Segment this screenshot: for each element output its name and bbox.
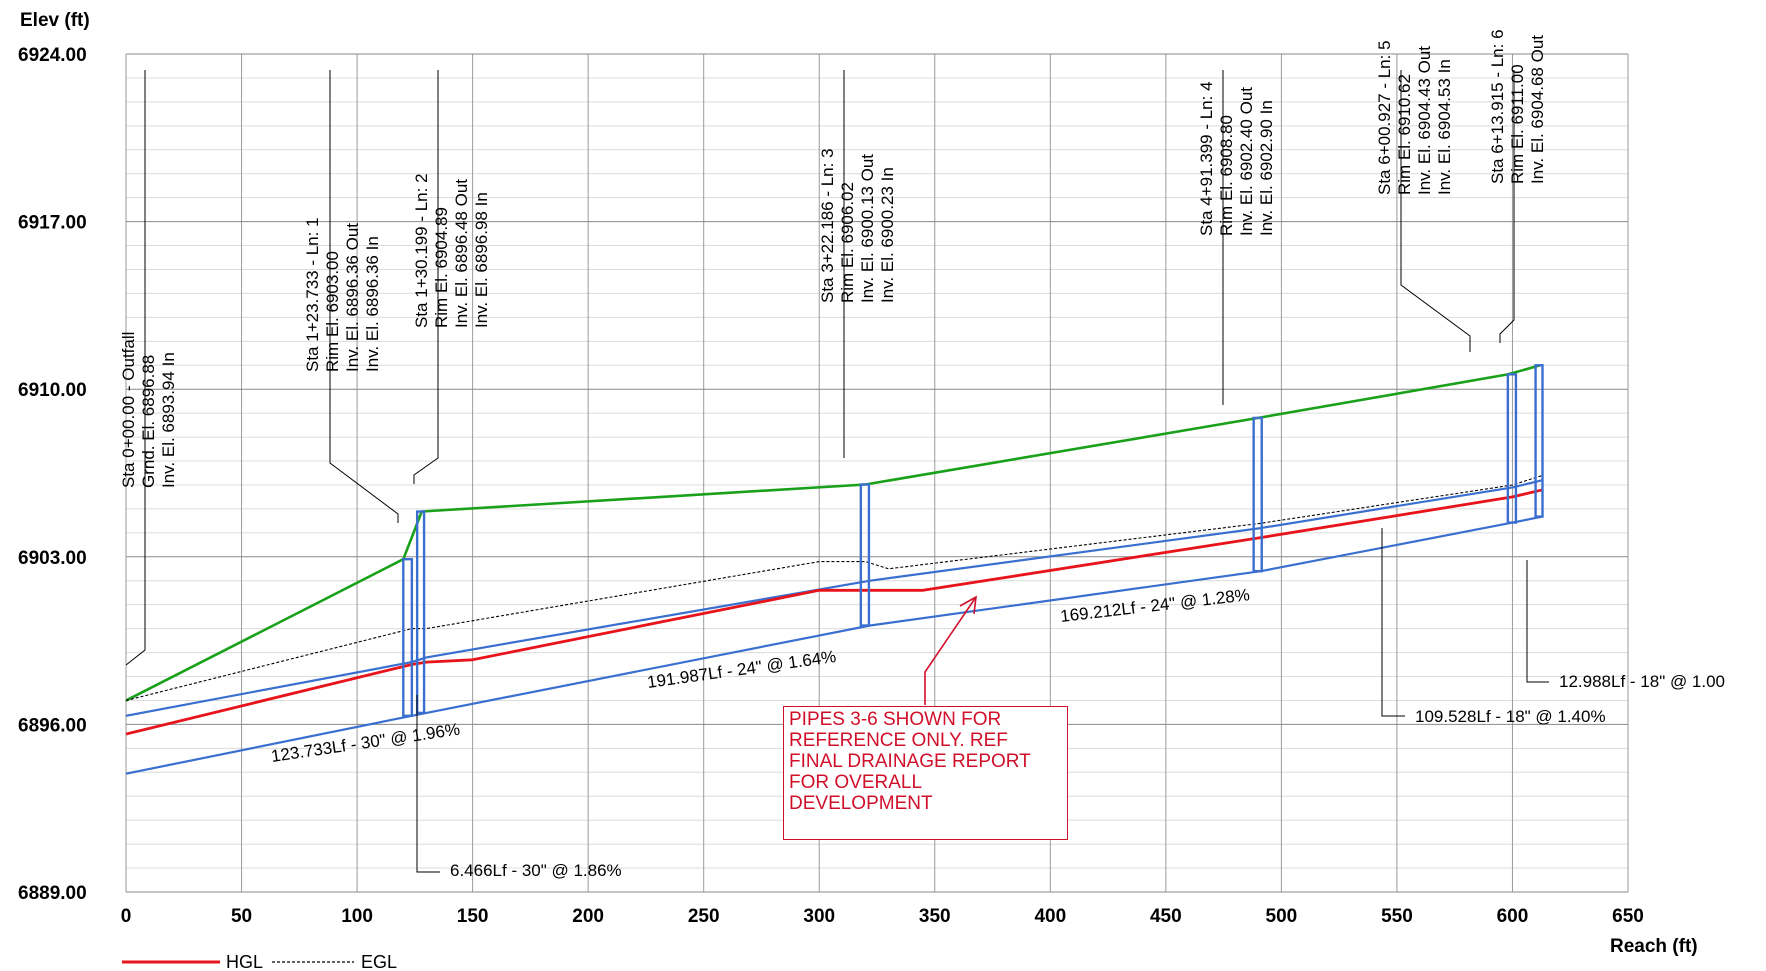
note-line-3: FINAL DRAINAGE REPORT bbox=[789, 751, 1031, 772]
station-label-line: Inv. El. 6896.36 Out bbox=[343, 223, 362, 372]
pipe-leader bbox=[1526, 560, 1549, 683]
station-label-line: Inv. El. 6902.90 In bbox=[1257, 100, 1276, 236]
y-tick-label: 6910.00 bbox=[18, 380, 87, 401]
station-label-line: Rim El. 6910.62 bbox=[1395, 74, 1414, 195]
manhole-structure bbox=[1506, 373, 1518, 524]
x-tick-label: 400 bbox=[1034, 906, 1066, 927]
y-tick-label: 6896.00 bbox=[18, 715, 87, 736]
manhole-structure bbox=[1534, 364, 1544, 518]
pipe-label: 109.528Lf - 18" @ 1.40% bbox=[1415, 707, 1606, 726]
legend: HGL EGL bbox=[122, 952, 397, 971]
manhole-structure bbox=[415, 510, 426, 715]
x-tick-label: 100 bbox=[341, 906, 373, 927]
station-leader bbox=[1400, 70, 1471, 352]
pipe-label: 123.733Lf - 30" @ 1.96% bbox=[270, 720, 461, 766]
station-label-line: Inv. El. 6900.23 In bbox=[878, 167, 897, 303]
station-leader bbox=[125, 70, 146, 666]
station-label-line: Rim El. 6911.00 bbox=[1508, 64, 1527, 184]
station-label: Sta 6+13.915 - Ln: 6Rim El. 6911.00Inv. … bbox=[1488, 29, 1547, 184]
legend-egl-label: EGL bbox=[361, 952, 397, 971]
station-label-line: Sta 4+91.399 - Ln: 4 bbox=[1197, 81, 1216, 236]
pipe-crown-line bbox=[125, 479, 1543, 717]
pipe-label: 6.466Lf - 30" @ 1.86% bbox=[450, 861, 622, 880]
station-label-line: Inv. El. 6893.94 In bbox=[159, 352, 178, 488]
station-labels: Sta 0+00.00 - OutfallGrnd. El. 6896.88In… bbox=[119, 29, 1547, 666]
note-line-1: PIPES 3-6 SHOWN FOR bbox=[789, 709, 1002, 730]
plot-lines bbox=[125, 364, 1544, 775]
station-label-line: Rim El. 6908.80 bbox=[1217, 115, 1236, 236]
station-leader bbox=[413, 70, 439, 484]
station-label-line: Sta 6+13.915 - Ln: 6 bbox=[1488, 29, 1507, 184]
station-label-line: Sta 1+30.199 - Ln: 2 bbox=[412, 173, 431, 328]
station-label-line: Sta 0+00.00 - Outfall bbox=[119, 332, 138, 488]
pipe-label: 191.987Lf - 24" @ 1.64% bbox=[646, 647, 837, 692]
station-label-line: Sta 1+23.733 - Ln: 1 bbox=[303, 217, 322, 372]
x-tick-label: 550 bbox=[1381, 906, 1413, 927]
station-label-line: Inv. El. 6904.43 Out bbox=[1415, 46, 1434, 195]
station-label-line: Inv. El. 6902.40 Out bbox=[1237, 87, 1256, 236]
station-label-line: Sta 6+00.927 - Ln: 5 bbox=[1375, 40, 1394, 195]
x-tick-label: 600 bbox=[1497, 906, 1529, 927]
station-label-line: Rim El. 6904.89 bbox=[432, 207, 451, 328]
station-leader bbox=[1499, 70, 1515, 343]
pipe-label: 169.212Lf - 24" @ 1.28% bbox=[1059, 585, 1251, 626]
manhole-structure bbox=[859, 483, 871, 627]
x-tick-label: 300 bbox=[803, 906, 835, 927]
x-axis-label: Reach (ft) bbox=[1610, 936, 1698, 957]
y-tick-label: 6924.00 bbox=[18, 45, 87, 66]
x-tick-label: 200 bbox=[572, 906, 604, 927]
manhole-structure bbox=[1252, 416, 1263, 573]
x-tick-label: 350 bbox=[919, 906, 951, 927]
y-axis-label: Elev (ft) bbox=[20, 10, 90, 31]
note-line-5: DEVELOPMENT bbox=[789, 793, 933, 814]
station-label-line: Inv. El. 6900.13 Out bbox=[858, 154, 877, 303]
note-line-2: REFERENCE ONLY. REF bbox=[789, 730, 1008, 751]
pipe-label: 12.988Lf - 18" @ 1.00 bbox=[1559, 672, 1725, 691]
station-label: Sta 6+00.927 - Ln: 5Rim El. 6910.62Inv. … bbox=[1375, 40, 1454, 195]
manhole-structure bbox=[402, 557, 414, 717]
egl-line bbox=[125, 474, 1543, 702]
x-tick-label: 500 bbox=[1266, 906, 1298, 927]
station-label-line: Sta 3+22.186 - Ln: 3 bbox=[818, 148, 837, 303]
hgl-line bbox=[125, 488, 1543, 736]
legend-hgl-label: HGL bbox=[226, 952, 263, 971]
station-label-line: Inv. El. 6896.48 Out bbox=[452, 179, 471, 328]
y-tick-label: 6903.00 bbox=[18, 548, 87, 569]
station-label-line: Inv. El. 6896.36 In bbox=[363, 236, 382, 372]
station-label-line: Inv. El. 6896.98 In bbox=[472, 192, 491, 328]
station-leader bbox=[329, 70, 399, 523]
y-tick-label: 6917.00 bbox=[18, 213, 87, 234]
x-tick-label: 650 bbox=[1612, 906, 1644, 927]
note-line-4: FOR OVERALL bbox=[789, 772, 923, 793]
station-label: Sta 1+30.199 - Ln: 2Rim El. 6904.89Inv. … bbox=[412, 173, 491, 328]
x-tick-label: 50 bbox=[231, 906, 252, 927]
station-label-line: Rim El. 6903.00 bbox=[323, 251, 342, 372]
axis-ticks: 6889.00 6896.00 6903.00 6910.00 6917.00 6924.… bbox=[18, 45, 1644, 927]
station-label-line: Grnd. El. 6896.88 bbox=[139, 355, 158, 488]
station-label-line: Inv. El. 6904.68 Out bbox=[1528, 35, 1547, 184]
station-label: Sta 1+23.733 - Ln: 1Rim El. 6903.00Inv. … bbox=[303, 217, 382, 372]
note-arrow bbox=[924, 595, 977, 705]
pipe-leader bbox=[1381, 528, 1405, 717]
station-label-line: Rim El. 6906.02 bbox=[838, 182, 857, 303]
station-label: Sta 0+00.00 - OutfallGrnd. El. 6896.88In… bbox=[119, 332, 178, 488]
x-tick-label: 250 bbox=[688, 906, 720, 927]
x-tick-label: 0 bbox=[121, 906, 132, 927]
station-label-line: Inv. El. 6904.53 In bbox=[1435, 59, 1454, 195]
x-tick-label: 450 bbox=[1150, 906, 1182, 927]
y-tick-label: 6889.00 bbox=[18, 883, 87, 904]
station-label: Sta 3+22.186 - Ln: 3Rim El. 6906.02Inv. … bbox=[818, 148, 897, 303]
reference-note: PIPES 3-6 SHOWN FOR REFERENCE ONLY. REF … bbox=[783, 706, 1068, 840]
station-label: Sta 4+91.399 - Ln: 4Rim El. 6908.80Inv. … bbox=[1197, 81, 1276, 236]
pipe-leader bbox=[416, 695, 440, 873]
x-tick-label: 150 bbox=[457, 906, 489, 927]
